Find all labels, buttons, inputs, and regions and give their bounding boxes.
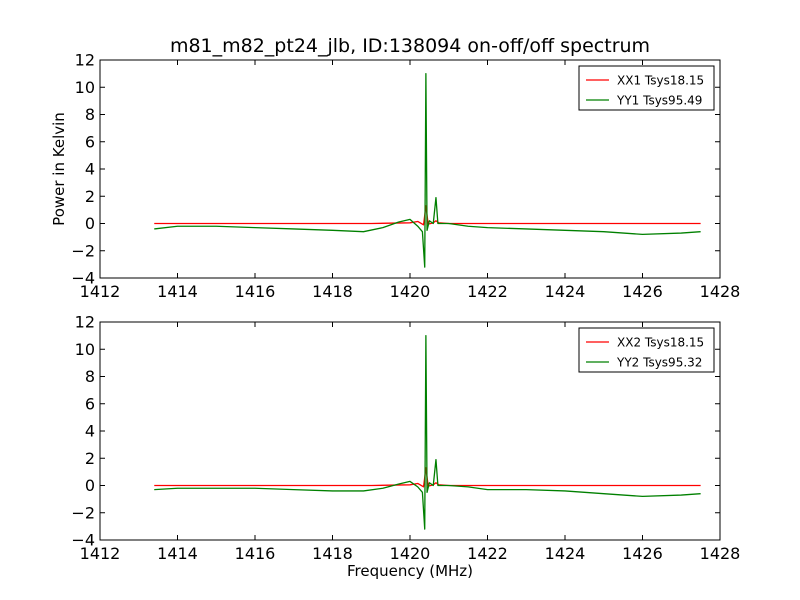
y-tick-label: 4 [85,422,95,441]
y-tick-label: 0 [85,476,95,495]
x-tick-label: 1412 [80,282,121,301]
legend: XX1 Tsys18.15 YY1 Tsys95.49 [578,65,715,111]
x-tick-label: 1422 [467,544,508,563]
y-tick-label: 8 [85,367,95,386]
x-tick-label: 1420 [390,282,431,301]
x-axis-label: Frequency (MHz) [347,562,473,580]
y-tick-label: 10 [75,78,95,97]
x-tick-label: 1426 [622,544,663,563]
x-tick-label: 1418 [312,544,353,563]
legend-label: XX1 Tsys18.15 [617,74,704,88]
y-tick-label: 12 [75,313,95,332]
x-tick-label: 1416 [235,282,276,301]
x-tick-label: 1426 [622,282,663,301]
y-tick-label: 6 [85,132,95,151]
x-tick-label: 1412 [80,544,121,563]
y-tick-label: −2 [71,503,95,522]
x-tick-label: 1414 [157,282,198,301]
x-tick-label: 1418 [312,282,353,301]
x-tick-label: 1414 [157,544,198,563]
legend-label: YY1 Tsys95.49 [616,94,702,108]
y-tick-label: 0 [85,214,95,233]
x-tick-label: 1424 [545,282,586,301]
x-tick-label: 1416 [235,544,276,563]
y-axis-label: Power in Kelvin [50,112,68,226]
chart-title: m81_m82_pt24_jlb, ID:138094 on-off/off s… [170,35,650,57]
legend-label: YY2 Tsys95.32 [616,356,702,370]
y-tick-label: −4 [71,531,95,550]
chart-panel-2: 1412 1414 1416 1418 1420 1422 1424 1426 1428 −4 −2… [71,313,740,581]
y-tick-label: −2 [71,241,95,260]
y-tick-label: 2 [85,449,95,468]
y-tick-label: 10 [75,340,95,359]
legend-box [578,65,715,111]
chart-panel-1: 1412 1414 1416 1418 1420 1422 1424 1426 1428 −4 −2… [50,35,740,301]
y-tick-label: 2 [85,187,95,206]
legend: XX2 Tsys18.15 YY2 Tsys95.32 [578,327,715,373]
y-tick-label: 8 [85,105,95,124]
y-tick-label: −4 [71,269,95,288]
x-tick-label: 1422 [467,282,508,301]
legend-box [578,327,715,373]
x-tick-label: 1424 [545,544,586,563]
y-tick-label: 6 [85,394,95,413]
series-line-yy2 [154,334,701,530]
y-tick-label: 4 [85,160,95,179]
series-line-yy1 [154,72,701,268]
legend-label: XX2 Tsys18.15 [617,336,704,350]
y-tick-label: 12 [75,51,95,70]
x-tick-label: 1428 [700,544,741,563]
x-tick-label: 1420 [390,544,431,563]
x-tick-label: 1428 [700,282,741,301]
